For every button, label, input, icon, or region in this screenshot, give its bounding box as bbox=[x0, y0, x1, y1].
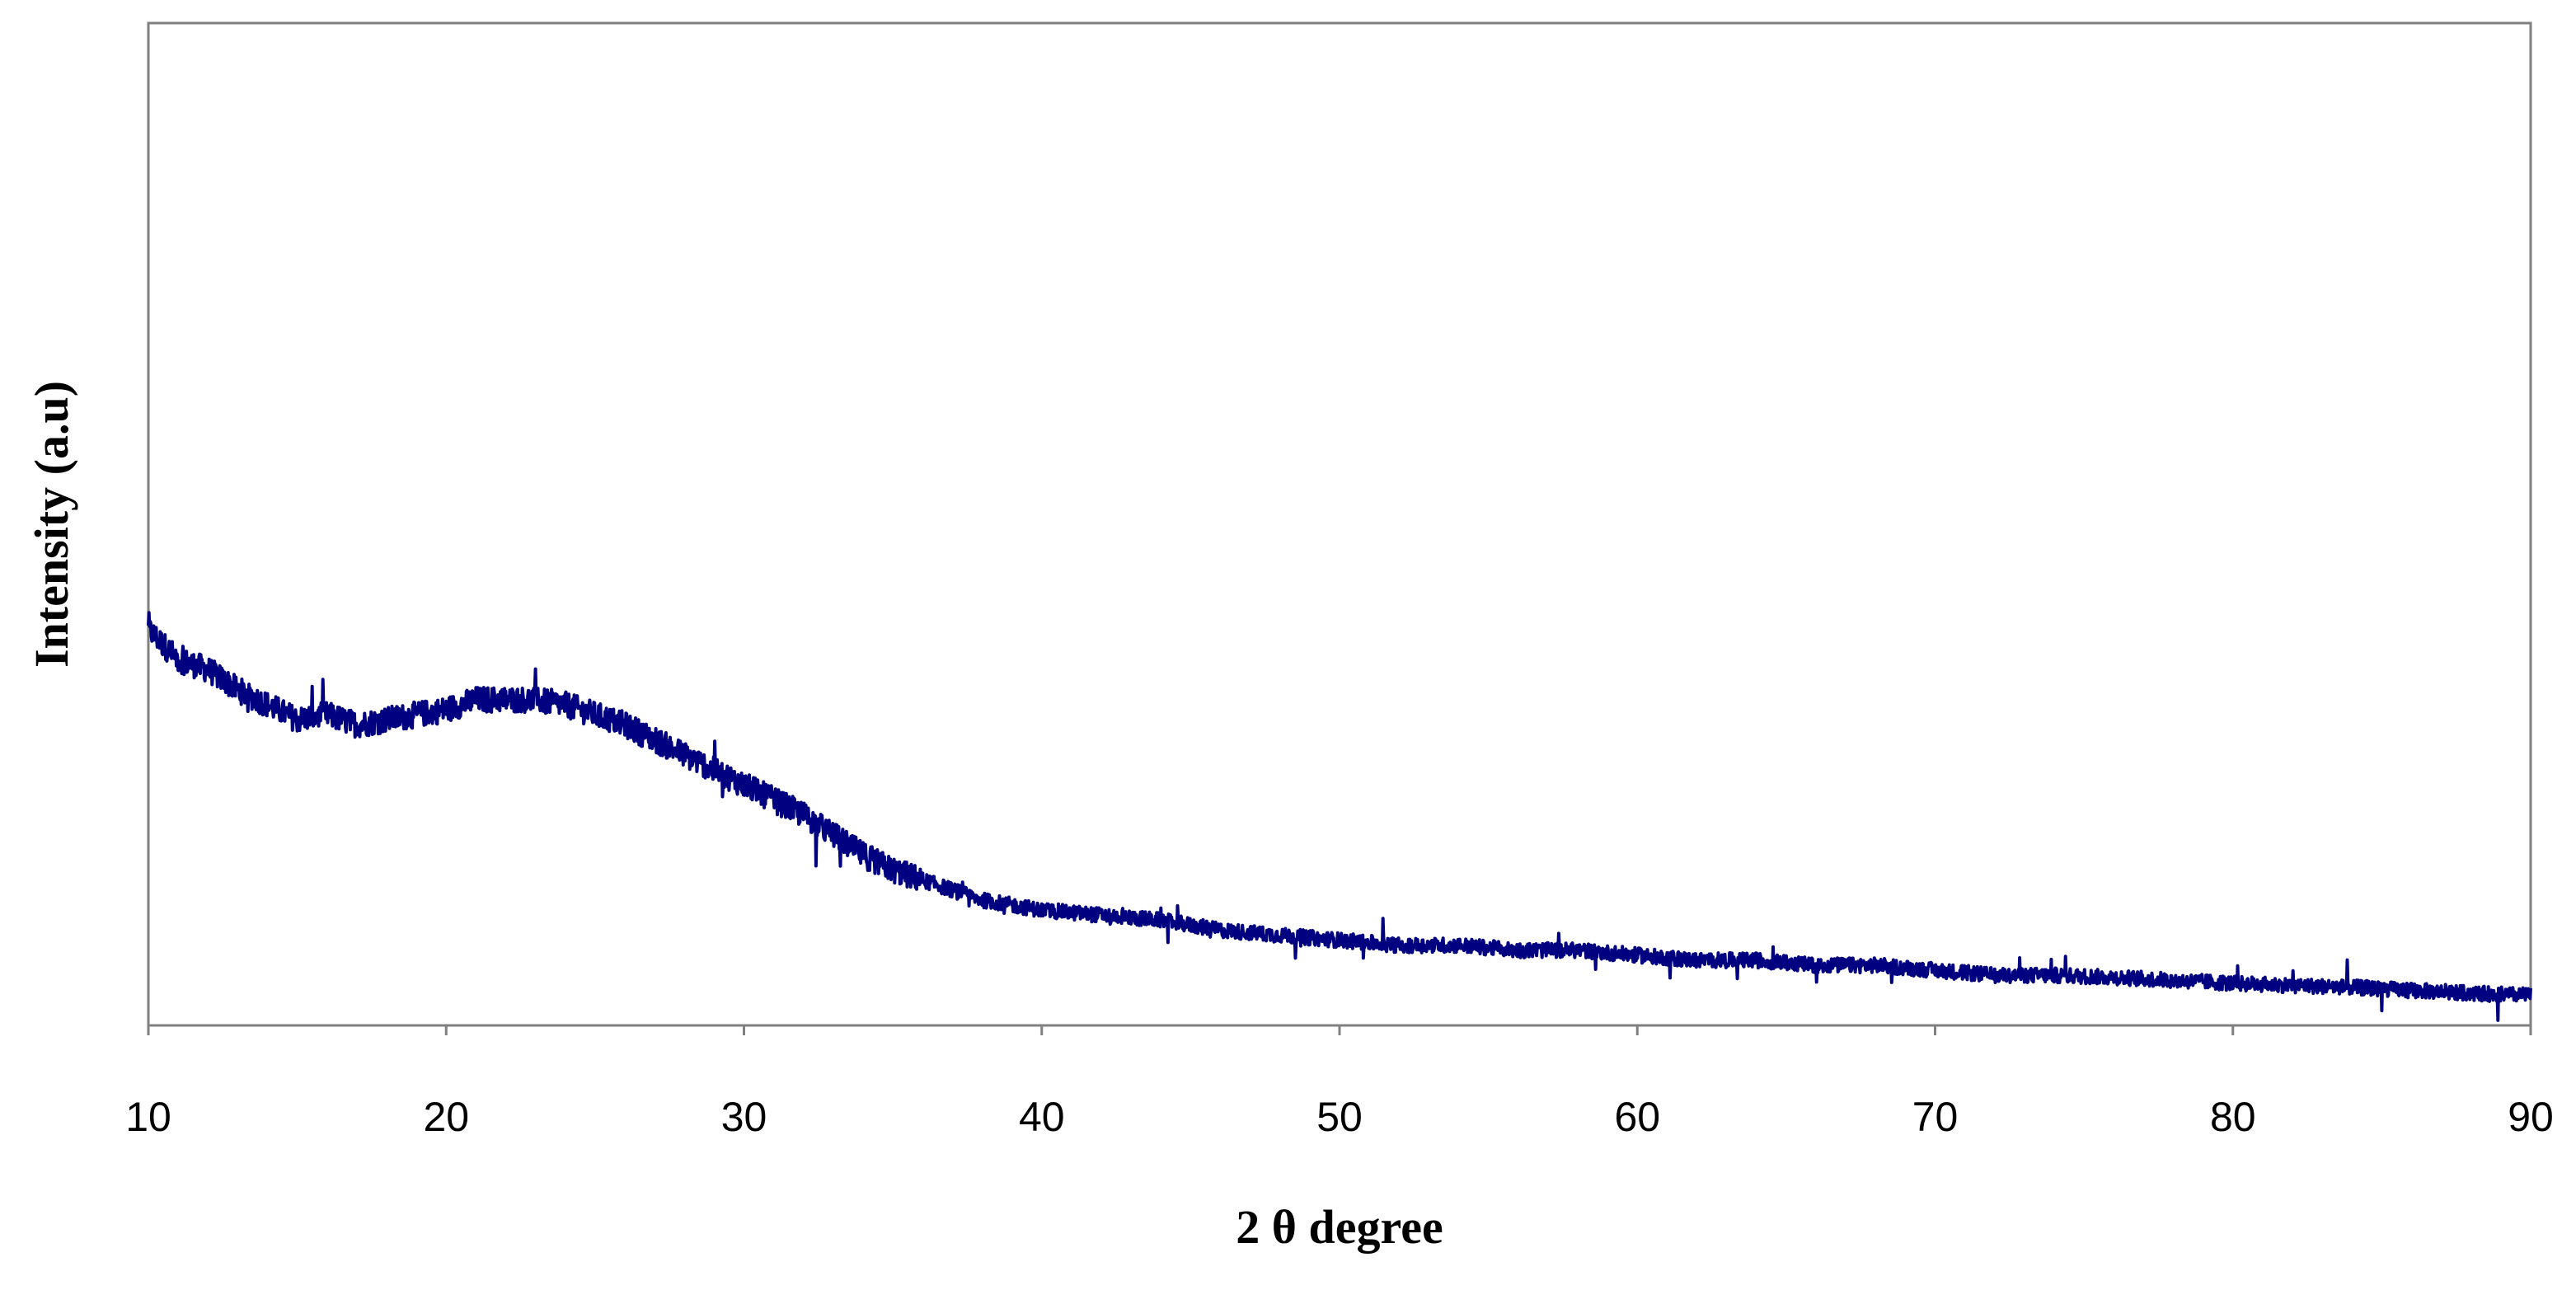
x-tick-label: 90 bbox=[2508, 1094, 2554, 1140]
y-axis-title: Intensity (a.u) bbox=[25, 381, 78, 668]
x-tick-label: 70 bbox=[1912, 1094, 1959, 1140]
x-ticks bbox=[147, 1025, 2532, 1035]
x-tick-labels: 10 20 30 40 50 60 70 80 90 bbox=[125, 1094, 2554, 1140]
x-tick-label: 60 bbox=[1614, 1094, 1660, 1140]
x-tick-label: 20 bbox=[423, 1094, 469, 1140]
series-line bbox=[147, 611, 2532, 1022]
x-tick-label: 80 bbox=[2210, 1094, 2256, 1140]
x-tick-label: 10 bbox=[125, 1094, 171, 1140]
x-tick-label: 50 bbox=[1316, 1094, 1363, 1140]
plot-frame bbox=[147, 21, 2532, 1027]
x-axis-title: 2 θ degree bbox=[1236, 1200, 1443, 1254]
x-tick-label: 30 bbox=[721, 1094, 767, 1140]
x-tick-label: 40 bbox=[1019, 1094, 1065, 1140]
